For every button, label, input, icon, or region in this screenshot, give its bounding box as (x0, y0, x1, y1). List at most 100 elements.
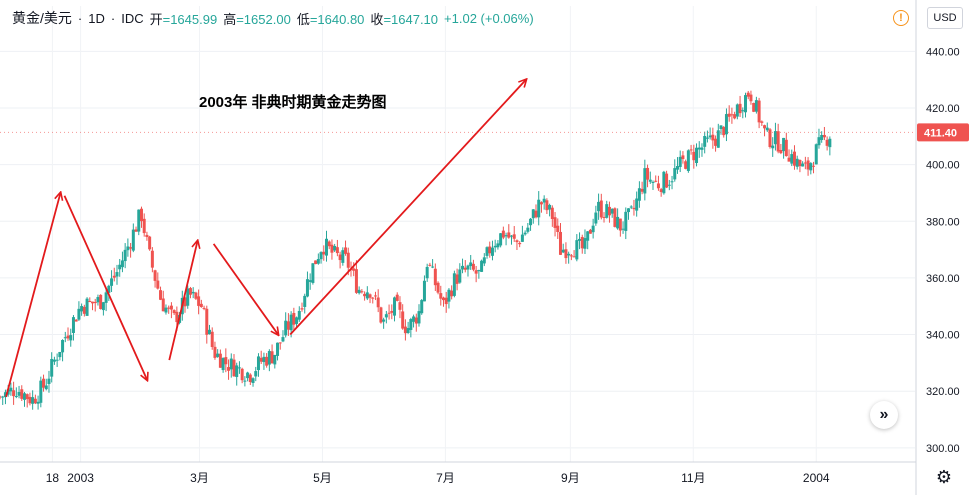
candle-body (697, 147, 701, 150)
warning-icon[interactable]: ! (893, 10, 909, 26)
candle-body (85, 298, 89, 316)
change-value: +1.02 (+0.06%) (444, 10, 534, 26)
candle-body (368, 294, 372, 298)
symbol-name[interactable]: 黄金/美元 (12, 10, 72, 26)
candle-body (31, 397, 35, 404)
candle-body (139, 208, 143, 222)
candle-body (684, 161, 688, 169)
candle-body (640, 188, 644, 192)
candle-body (569, 255, 573, 257)
candle-body (267, 351, 271, 365)
candle-body (488, 246, 492, 254)
scroll-to-realtime-button[interactable]: » (870, 401, 898, 429)
settings-gear-icon[interactable]: ⚙ (935, 466, 953, 487)
candle-body (42, 378, 46, 388)
candle-body (436, 282, 440, 293)
candle-body (817, 137, 821, 146)
candle-body (390, 310, 394, 313)
candle-body (773, 131, 777, 145)
candle-body (251, 378, 255, 383)
candle-body (822, 134, 826, 138)
candle-body (452, 273, 456, 296)
candle-body (22, 393, 26, 400)
candle-body (52, 359, 56, 362)
candle-body (529, 218, 533, 226)
candle-body (210, 331, 214, 347)
candle-body (14, 396, 18, 398)
candle-body (17, 392, 21, 396)
candle-body (610, 208, 614, 214)
close-value: =1647.10 (383, 11, 439, 27)
candle-body (520, 234, 524, 242)
candle-body (782, 137, 786, 152)
candle-body (164, 307, 168, 313)
currency-button[interactable]: USD (927, 7, 963, 29)
candle-body (825, 139, 829, 146)
candle-body (218, 353, 222, 368)
candle-body (273, 354, 277, 365)
candle-body (270, 351, 274, 364)
candle-body (278, 342, 282, 344)
candle-body (665, 173, 669, 188)
interval-label[interactable]: 1D (88, 10, 105, 26)
candle-body (286, 321, 290, 330)
candle-body (333, 246, 337, 251)
candle-body (276, 342, 280, 356)
candle-body (183, 297, 187, 307)
candle-body (28, 396, 32, 404)
candle-body (246, 372, 250, 379)
candle-body (422, 280, 426, 302)
candle-body (550, 207, 554, 220)
candle-body (403, 326, 407, 334)
candle-body (654, 180, 658, 182)
candle-body (172, 310, 176, 314)
candle-body (648, 179, 652, 182)
candle-body (580, 236, 584, 249)
candle-body (597, 201, 601, 212)
candle-body (112, 275, 116, 278)
candle-body (199, 303, 203, 308)
candle-body (142, 218, 146, 234)
candle-body (175, 311, 179, 323)
candle-body (795, 158, 799, 167)
candle-body (428, 264, 432, 266)
trend-arrow (168, 241, 197, 361)
candle-body (561, 249, 565, 253)
last-price-tag (917, 123, 969, 142)
trend-arrow (289, 80, 526, 336)
candle-body (395, 294, 399, 301)
candle-body (591, 225, 595, 233)
candle-body (749, 94, 753, 102)
candle-body (431, 266, 435, 268)
price-tick-label: 400.00 (926, 160, 960, 172)
candle-body (673, 168, 677, 180)
candle-body (44, 385, 48, 390)
candle-body (689, 149, 693, 151)
time-tick-label: 2003 (67, 471, 94, 485)
candle-body (501, 230, 505, 238)
candle-body (224, 357, 228, 365)
candle-body (341, 250, 345, 263)
candle-body (80, 306, 84, 312)
candle-body (686, 150, 690, 171)
candle-body (107, 285, 111, 293)
candle-body (662, 171, 666, 194)
candle-body (510, 235, 514, 237)
candle-body (229, 358, 233, 370)
candle-body (213, 346, 217, 358)
candle-body (583, 238, 587, 249)
candle-body (542, 198, 546, 203)
time-tick-label: 9月 (561, 471, 580, 485)
price-tick-label: 420.00 (926, 103, 960, 115)
candle-body (414, 317, 418, 324)
candle-body (393, 297, 397, 316)
candle-body (311, 263, 315, 283)
time-tick-label: 11月 (681, 471, 705, 485)
candle-body (670, 181, 674, 183)
candle-body (812, 165, 816, 167)
candle-body (47, 378, 51, 384)
candle-body (444, 297, 448, 305)
candle-body (730, 114, 734, 116)
